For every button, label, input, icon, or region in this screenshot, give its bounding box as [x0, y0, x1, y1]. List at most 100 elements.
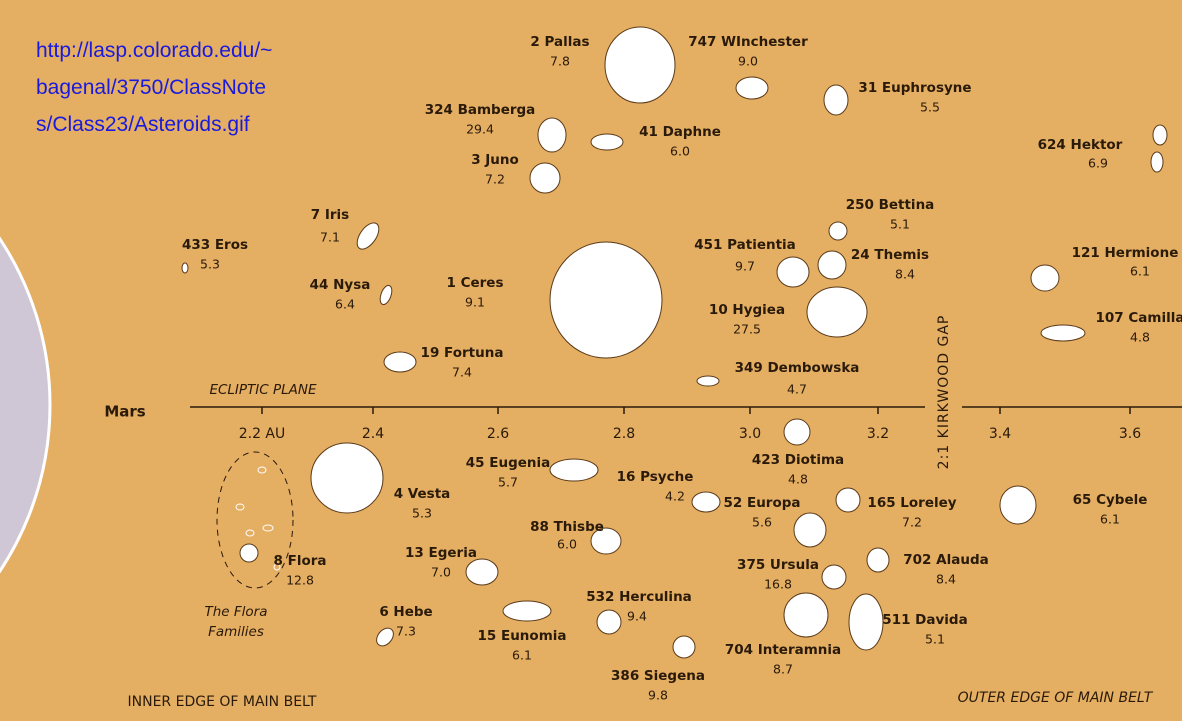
asteroid-body — [596, 609, 622, 635]
asteroid-body — [828, 221, 848, 241]
asteroid-name: 45 Eugenia — [466, 455, 551, 471]
asteroid-body — [672, 635, 696, 659]
asteroid-value: 7.2 — [902, 515, 922, 530]
asteroid-name: 433 Eros — [182, 237, 248, 253]
outer-edge-label: OUTER EDGE OF MAIN BELT — [958, 690, 1154, 706]
inner-edge-label: INNER EDGE OF MAIN BELT — [128, 694, 317, 710]
asteroid-body — [835, 487, 861, 513]
tick-label: 3.0 — [739, 426, 761, 442]
asteroid-value: 5.3 — [412, 506, 432, 521]
asteroid-name: 511 Davida — [882, 612, 967, 628]
asteroid: 4 Vesta 5.3 — [310, 442, 451, 521]
asteroid-value: 7.3 — [396, 624, 416, 639]
gap-label: 2:1 KIRKWOOD GAP — [936, 315, 952, 470]
asteroid-name: 702 Alauda — [903, 552, 988, 568]
asteroid-value: 9.1 — [465, 295, 485, 310]
flora-member — [245, 529, 255, 537]
asteroid-value: 6.9 — [1088, 156, 1108, 171]
asteroid-name: 4 Vesta — [394, 486, 451, 502]
asteroid-body — [1040, 324, 1086, 342]
asteroid-name: 15 Eunomia — [477, 628, 566, 644]
asteroid-body — [823, 84, 849, 116]
asteroid-name: 375 Ursula — [737, 557, 819, 573]
asteroid-value: 8.4 — [936, 572, 956, 587]
asteroid-value: 8.7 — [773, 662, 793, 677]
asteroid-body — [821, 564, 847, 590]
asteroid-value: 7.8 — [550, 54, 570, 69]
asteroid-name: 52 Europa — [723, 495, 800, 511]
asteroid-value: 9.7 — [735, 259, 755, 274]
asteroid: 121 Hermione 6.1 — [1030, 245, 1178, 292]
asteroid: 1 Ceres 9.1 — [446, 241, 663, 359]
asteroid-name: 7 Iris — [311, 207, 349, 223]
asteroid-body — [848, 593, 884, 651]
tick-label: 2.2 AU — [239, 426, 286, 442]
asteroid: 386 Siegena 9.8 — [611, 635, 705, 703]
asteroid: 88 Thisbe 6.0 — [530, 519, 622, 555]
source-url-line: http://lasp.colorado.edu/~ — [36, 39, 272, 62]
asteroid-name: 8 Flora — [274, 553, 327, 569]
asteroid-name: 1 Ceres — [446, 275, 503, 291]
asteroid-body — [549, 458, 599, 482]
asteroid: 451 Patientia 9.7 — [694, 237, 810, 288]
asteroid-body — [529, 162, 561, 194]
source-url-line: bagenal/3750/ClassNote — [36, 76, 266, 99]
asteroid-value: 9.0 — [738, 54, 758, 69]
asteroid: 65 Cybele 6.1 — [999, 485, 1148, 527]
tick-label: 2.8 — [613, 426, 635, 442]
flora-families-label: Families — [208, 624, 264, 640]
asteroid-name: 165 Loreley — [867, 495, 956, 511]
asteroid-body — [356, 222, 380, 250]
asteroid-body — [376, 627, 394, 647]
asteroid-body — [696, 375, 720, 387]
asteroid-value: 9.8 — [648, 688, 668, 703]
asteroid-body — [239, 543, 259, 563]
asteroid-name: 624 Hektor — [1038, 137, 1123, 153]
flora-member — [257, 466, 267, 474]
asteroid-name: 349 Dembowska — [735, 360, 860, 376]
asteroid-body — [783, 418, 811, 446]
asteroid-name: 423 Diotima — [752, 452, 844, 468]
asteroid-value: 27.5 — [733, 322, 761, 337]
asteroid-name: 65 Cybele — [1073, 492, 1148, 508]
asteroid: 624 Hektor 6.9 — [1038, 124, 1168, 173]
asteroid-value: 4.8 — [788, 472, 808, 487]
asteroid-body — [999, 485, 1037, 525]
asteroid-body — [537, 117, 567, 153]
asteroid-value: 5.1 — [925, 632, 945, 647]
asteroid-body — [465, 558, 499, 586]
asteroid: 41 Daphne 6.0 — [590, 124, 721, 159]
asteroid-name: 386 Siegena — [611, 668, 705, 684]
asteroid-value: 5.1 — [890, 217, 910, 232]
asteroid: 511 Davida 5.1 — [848, 593, 968, 651]
asteroid-body — [590, 527, 622, 555]
asteroid: 2 Pallas 7.8 — [530, 26, 676, 104]
asteroid-value: 6.1 — [512, 648, 532, 663]
asteroid: 107 Camilla 4.8 — [1040, 310, 1182, 345]
asteroid-body — [310, 442, 384, 514]
asteroid-body — [735, 76, 769, 100]
mars-disc — [0, 236, 52, 574]
flora-member — [262, 524, 274, 532]
asteroid: 44 Nysa 6.4 — [310, 277, 393, 312]
asteroid-value: 8.4 — [895, 267, 915, 282]
asteroid-body — [1030, 264, 1060, 292]
asteroid: 702 Alauda 8.4 — [866, 547, 989, 587]
asteroid: 10 Hygiea 27.5 — [709, 286, 868, 338]
asteroid-value: 4.7 — [787, 382, 807, 397]
asteroid-name: 250 Bettina — [846, 197, 935, 213]
asteroid-body — [776, 256, 810, 288]
asteroid-name: 44 Nysa — [310, 277, 371, 293]
asteroid-name: 3 Juno — [471, 152, 519, 168]
asteroid: 45 Eugenia 5.7 — [466, 455, 599, 490]
asteroid-name: 41 Daphne — [639, 124, 721, 140]
asteroid-value: 9.4 — [627, 609, 647, 624]
asteroid: 24 Themis 8.4 — [817, 247, 929, 282]
asteroid: 13 Egeria 7.0 — [405, 545, 499, 586]
asteroid-name: 88 Thisbe — [530, 519, 604, 535]
asteroid: 250 Bettina 5.1 — [828, 197, 935, 241]
asteroid-value: 7.2 — [485, 172, 505, 187]
asteroid-value: 6.0 — [670, 144, 690, 159]
asteroid-value: 12.8 — [286, 573, 314, 588]
